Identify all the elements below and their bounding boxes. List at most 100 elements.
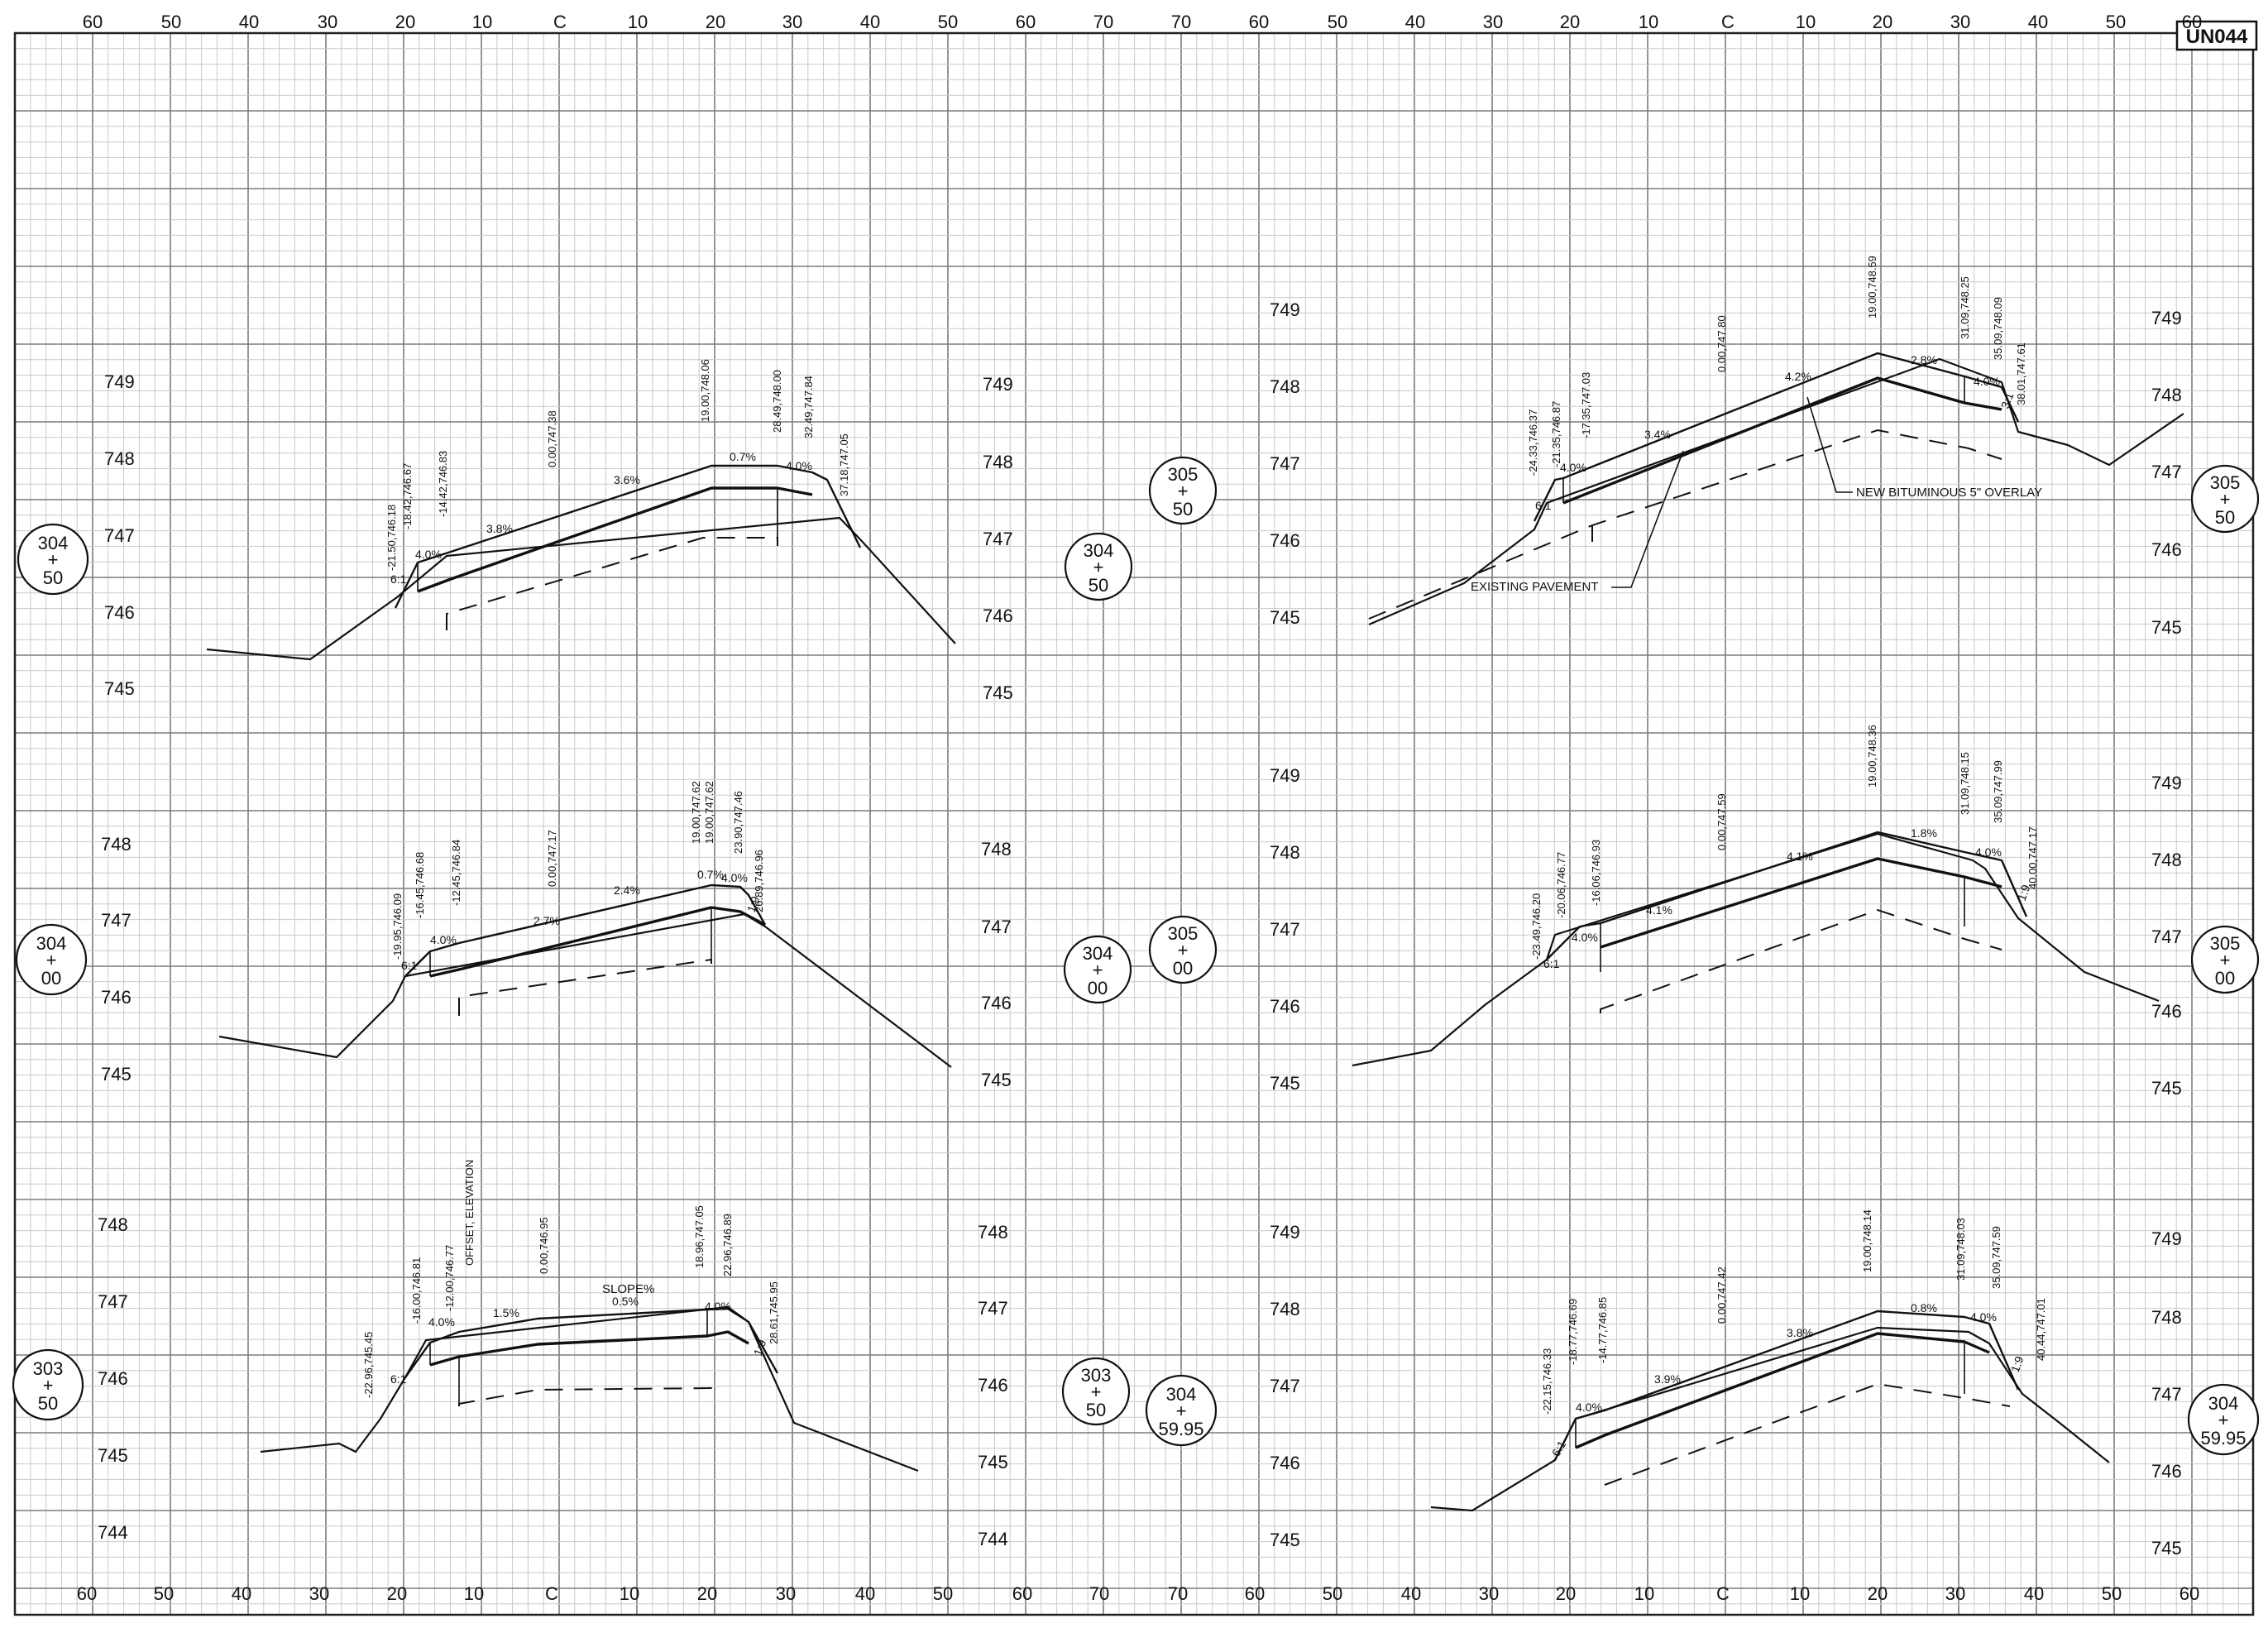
- slope-label: 4.0%: [721, 871, 748, 884]
- offset-elevation-label: -21.35,746.87: [1550, 401, 1562, 467]
- elevation-label: 749: [1270, 765, 1300, 786]
- elevation-label: 746: [1270, 530, 1300, 551]
- axis-bottom-label: 30: [1479, 1583, 1499, 1604]
- slope-label: 4.1%: [1646, 903, 1672, 917]
- offset-elevation-label: -16.06,746.93: [1590, 840, 1602, 906]
- offset-elevation-header: OFFSET, ELEVATION: [463, 1160, 476, 1266]
- slope-label: 4.1%: [1787, 850, 1813, 863]
- existing-pavement-note: EXISTING PAVEMENT: [1471, 580, 1598, 594]
- elevation-label: 746: [2151, 1001, 2182, 1022]
- axis-bottom-label: 50: [154, 1583, 174, 1604]
- axis-bottom-label: C: [1716, 1583, 1730, 1604]
- sheet-border: [13, 31, 2255, 1616]
- slope-label: 6:1: [401, 959, 418, 972]
- existing-pavement-line: [458, 958, 712, 1016]
- axis-top-label: 60: [1016, 12, 1036, 32]
- elevation-label: 747: [101, 910, 132, 931]
- elevation-label: 747: [2151, 927, 2182, 947]
- ground-line: [1352, 832, 2160, 1067]
- elevation-label: 749: [983, 374, 1013, 395]
- existing-pavement-line: [1604, 1382, 2011, 1486]
- elevation-label: 746: [983, 606, 1013, 626]
- slope-label: 2.7%: [534, 914, 560, 927]
- station-circle: 304 + 00: [15, 923, 88, 996]
- elevation-label: 748: [983, 452, 1013, 472]
- elevation-label: 746: [978, 1375, 1008, 1396]
- station-plus: +: [1178, 481, 1189, 501]
- offset-elevation-label: 0.00,747.42: [1715, 1266, 1728, 1324]
- offset-elevation-label: 40.44,747.01: [2035, 1298, 2047, 1361]
- axis-top-label: 20: [1560, 12, 1580, 32]
- axis-top: 60 50 40 30 20 10 C 10 20 30 40 50 60 70…: [83, 12, 2202, 32]
- proposed-base: [1600, 857, 2002, 949]
- elevation-label: 746: [101, 987, 132, 1008]
- station-circle: 305 + 00: [2190, 925, 2260, 994]
- slope-label: 1:9: [744, 894, 763, 914]
- slope-label: 3:1: [1998, 390, 2017, 410]
- proposed-base: [429, 1330, 749, 1367]
- axis-bottom-label: 50: [2102, 1583, 2122, 1604]
- elevation-label: 745: [101, 1064, 132, 1085]
- slope-label: 1.5%: [493, 1306, 519, 1319]
- station-offset: 50: [43, 567, 63, 588]
- axis-bottom-label: 20: [387, 1583, 407, 1604]
- station-number: 303: [1081, 1365, 1112, 1386]
- offset-elevation-label: 0.00,747.59: [1715, 793, 1728, 850]
- elevation-label: 745: [1270, 1530, 1300, 1550]
- offset-elevation-label: -17.35,747.03: [1580, 372, 1592, 438]
- existing-pavement-line: [1600, 908, 2002, 1013]
- axis-bottom-label: 20: [1868, 1583, 1888, 1604]
- station-circle: 303 + 50: [12, 1348, 84, 1421]
- elevation-label: 747: [104, 525, 135, 546]
- slope-label: 0.7%: [697, 868, 724, 881]
- station-offset: 59.95: [2200, 1428, 2246, 1448]
- offset-elevation-label: -23.49,746.20: [1530, 893, 1543, 960]
- slope-label: 6:1: [390, 1372, 407, 1386]
- elevation-label: 745: [1270, 1073, 1300, 1094]
- station-plus: +: [46, 950, 57, 970]
- ground-line: [1430, 1326, 2110, 1512]
- station-circle: 304 + 50: [17, 523, 89, 596]
- offset-elevation-label: 26.89,746.96: [753, 850, 765, 912]
- proposed-surface: [1546, 831, 2028, 960]
- station-offset: 50: [1089, 575, 1108, 596]
- offset-elevation-label: 19.00,748.36: [1866, 725, 1878, 788]
- axis-top-label: 20: [706, 12, 725, 32]
- offset-elevation-label: 37.18,747.05: [838, 433, 850, 496]
- station-offset: 00: [1173, 958, 1193, 979]
- elevation-label: 745: [981, 1070, 1012, 1090]
- axis-top-label: 50: [161, 12, 181, 32]
- station-plus: +: [48, 549, 59, 570]
- axis-bottom-label: 30: [776, 1583, 796, 1604]
- station-circle: 305 + 00: [1148, 915, 1218, 984]
- axis-bottom: 60 50 40 30 20 10 C 10 20 30 40 50 60 70…: [77, 1583, 2199, 1604]
- axis-bottom-label: 50: [1323, 1583, 1342, 1604]
- slope-label: 0.8%: [1911, 1301, 1937, 1314]
- station-plus: +: [1093, 557, 1104, 577]
- cross-section-305-00: 749 748 747 746 745 -23.49,746.20 -20.06…: [1270, 725, 2260, 1099]
- elevation-label: 748: [2151, 850, 2182, 870]
- slope-label: 4.0%: [705, 1300, 731, 1313]
- offset-elevation-label: -16.00,746.81: [410, 1257, 423, 1324]
- offset-elevation-label: 19.00,747.62: [703, 781, 715, 844]
- station-offset: 00: [41, 968, 61, 989]
- grid: [14, 32, 2253, 1615]
- axis-top-label: 30: [1950, 12, 1970, 32]
- elevation-label: 747: [1270, 1376, 1300, 1396]
- offset-elevation-label: 0.00,746.95: [538, 1217, 550, 1274]
- axis-top-label: C: [553, 12, 567, 32]
- elevation-label: 746: [2151, 1461, 2182, 1482]
- offset-elevation-label: -14.77,746.85: [1596, 1297, 1609, 1363]
- elevation-label: 745: [104, 678, 135, 699]
- axis-top-label: 50: [1328, 12, 1347, 32]
- elevation-label: 747: [1270, 453, 1300, 474]
- axis-top-label: 30: [1483, 12, 1503, 32]
- elevation-label: 748: [1270, 1299, 1300, 1319]
- station-plus: +: [43, 1375, 54, 1396]
- axis-bottom-label: 60: [1245, 1583, 1265, 1604]
- offset-elevation-label: 35.09,747.59: [1990, 1226, 2002, 1289]
- offset-elevation-label: 31.09,748.15: [1959, 752, 1971, 815]
- proposed-base: [1575, 1332, 1990, 1449]
- axis-bottom-label: 40: [232, 1583, 251, 1604]
